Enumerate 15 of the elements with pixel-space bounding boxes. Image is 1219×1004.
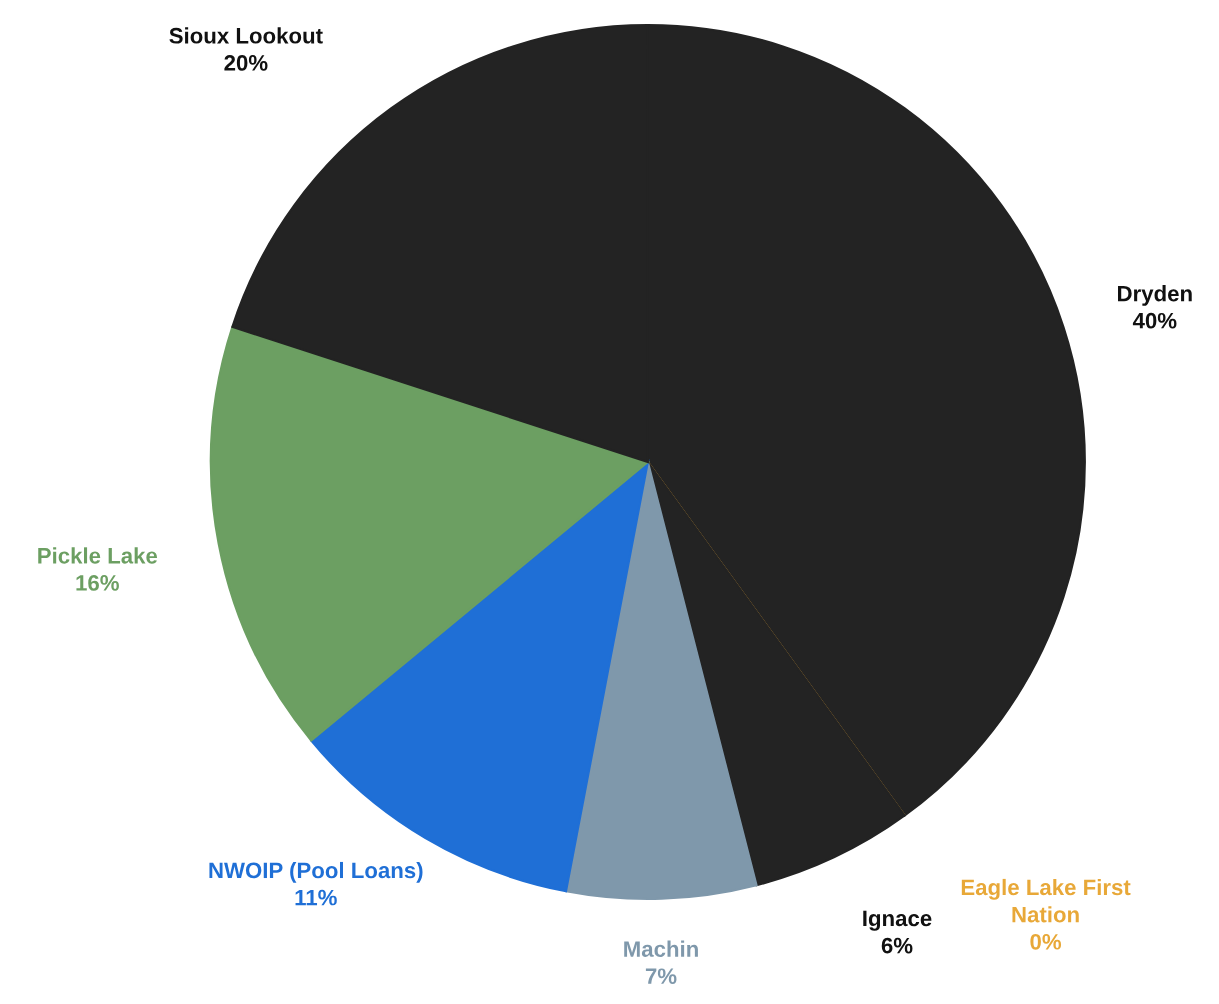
data-label: 11% (295, 889, 337, 906)
data-label: 7% (645, 968, 677, 985)
slice-label: Sioux Lookout (169, 27, 323, 44)
slice-label: Machin (624, 940, 698, 957)
slice-label: NWOIP (Pool Loans) (209, 861, 423, 883)
data-label: 40% (1132, 312, 1177, 329)
pie-slice (209, 325, 649, 742)
data-label: 16% (76, 575, 119, 591)
data-label: 6% (881, 937, 913, 954)
slice-label: Ignace (863, 910, 932, 931)
slice-label: Dryden (1118, 285, 1192, 306)
data-label: 20% (224, 55, 268, 71)
category-label: Eagle Lake First Nation (961, 878, 1131, 923)
slice-label: Pickle Lake (38, 547, 158, 564)
text: 0% (1030, 933, 1062, 950)
